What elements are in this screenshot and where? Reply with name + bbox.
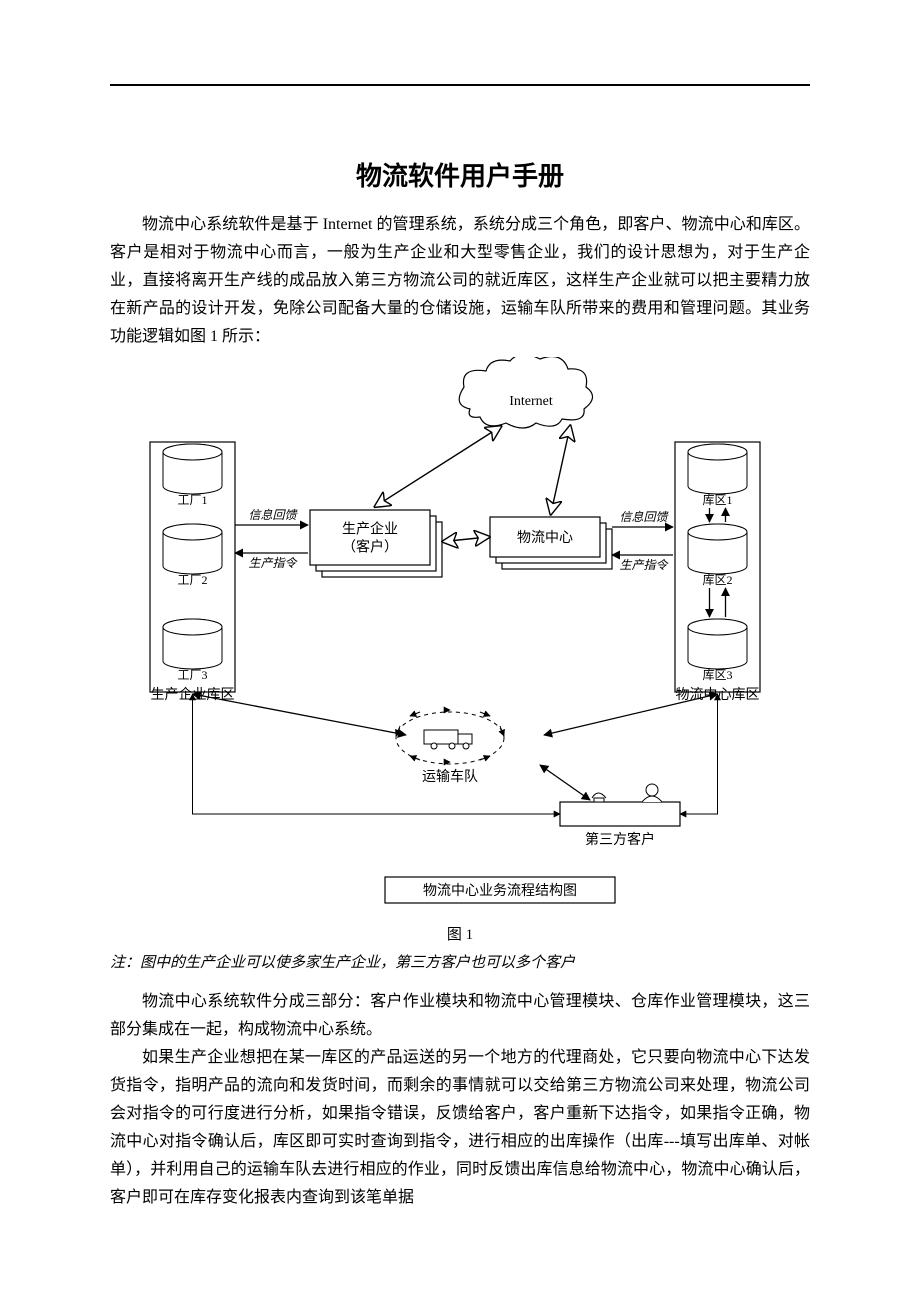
svg-text:物流中心: 物流中心 bbox=[517, 530, 573, 546]
svg-text:库区3: 库区3 bbox=[702, 667, 732, 682]
svg-text:第三方客户: 第三方客户 bbox=[585, 831, 655, 848]
document-page: 物流软件用户手册 物流中心系统软件是基于 Internet 的管理系统，系统分成… bbox=[0, 0, 920, 1302]
svg-text:工厂1: 工厂1 bbox=[177, 493, 207, 507]
paragraph-intro: 物流中心系统软件是基于 Internet 的管理系统，系统分成三个角色，即客户、… bbox=[110, 211, 810, 351]
svg-text:Internet: Internet bbox=[509, 394, 553, 409]
page-title: 物流软件用户手册 bbox=[110, 156, 810, 193]
svg-text:信息回馈: 信息回馈 bbox=[248, 508, 298, 522]
svg-text:工厂3: 工厂3 bbox=[177, 668, 207, 682]
paragraph-3: 如果生产企业想把在某一库区的产品运送的另一个地方的代理商处，它只要向物流中心下达… bbox=[110, 1044, 810, 1212]
svg-text:信息回馈: 信息回馈 bbox=[619, 510, 669, 524]
flowchart-diagram: Internet工厂1工厂2工厂3生产企业库区库区1库区2库区3物流中心库区生产… bbox=[110, 357, 810, 917]
svg-text:工厂2: 工厂2 bbox=[177, 573, 207, 587]
svg-text:生产指令: 生产指令 bbox=[619, 558, 669, 572]
figure-label: 图 1 bbox=[110, 923, 810, 944]
svg-text:库区2: 库区2 bbox=[702, 572, 732, 587]
svg-text:运输车队: 运输车队 bbox=[422, 768, 478, 785]
figure-note: 注：图中的生产企业可以使多家生产企业，第三方客户也可以多个客户 bbox=[110, 950, 810, 976]
svg-text:（客户）: （客户） bbox=[342, 539, 398, 556]
diagram-container: Internet工厂1工厂2工厂3生产企业库区库区1库区2库区3物流中心库区生产… bbox=[110, 357, 810, 917]
top-rule bbox=[110, 84, 810, 86]
svg-text:生产指令: 生产指令 bbox=[248, 556, 298, 570]
svg-text:物流中心业务流程结构图: 物流中心业务流程结构图 bbox=[423, 883, 577, 899]
svg-text:库区1: 库区1 bbox=[702, 492, 732, 507]
paragraph-2: 物流中心系统软件分成三部分：客户作业模块和物流中心管理模块、仓库作业管理模块，这… bbox=[110, 988, 810, 1044]
svg-text:生产企业: 生产企业 bbox=[342, 521, 398, 538]
